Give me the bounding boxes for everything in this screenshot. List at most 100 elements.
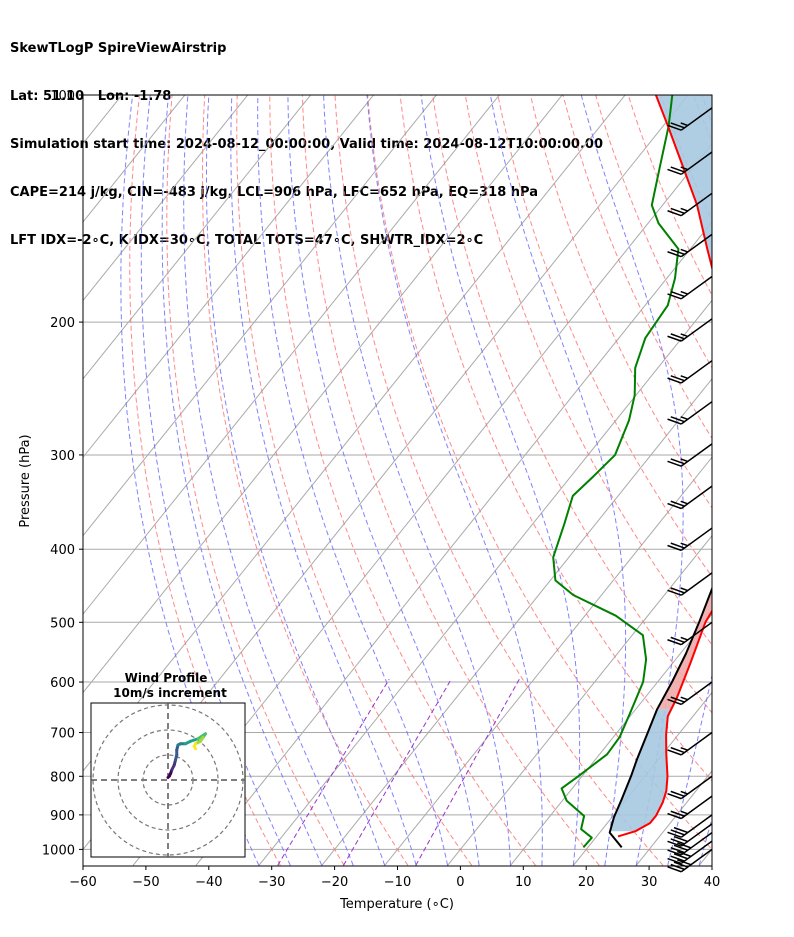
moist-adiabat	[140, 95, 291, 866]
barb-flag	[667, 589, 682, 596]
barb-flag	[667, 793, 682, 800]
dry-adiabat	[399, 95, 712, 782]
barb-shaft	[680, 443, 713, 467]
x-tick-label: 20	[578, 875, 595, 890]
barb-shaft	[680, 485, 713, 510]
wind-barb	[667, 443, 713, 467]
barb-flag	[667, 866, 682, 873]
moist-adiabat	[257, 95, 449, 866]
barb-half-flag	[680, 746, 688, 751]
wind-barb	[667, 318, 713, 342]
barb-flag	[667, 377, 682, 384]
hodograph-ring	[92, 704, 244, 856]
moist-adiabat	[731, 82, 794, 866]
wind-barb	[667, 775, 713, 800]
wind-barb	[667, 360, 713, 384]
barb-flag	[670, 416, 685, 423]
barb-shaft	[680, 823, 713, 847]
barb-flag	[676, 850, 692, 858]
barb-half-flag	[680, 636, 688, 641]
barb-flag	[670, 829, 685, 836]
barb-flag	[667, 639, 682, 646]
dry-adiabat	[497, 95, 712, 578]
x-tick-label: −10	[384, 875, 411, 890]
x-tick-label: 0	[456, 875, 464, 890]
dry-adiabat	[166, 95, 345, 866]
isotherm-line	[447, 534, 712, 866]
dry-adiabat	[752, 78, 794, 865]
barb-flag	[673, 844, 688, 851]
wind-barb	[667, 572, 713, 596]
barb-half-flag	[680, 166, 688, 171]
barb-shaft	[680, 848, 713, 873]
barb-flag	[670, 500, 685, 507]
wind-barb	[667, 401, 713, 425]
index-line: LFT IDX=-2∘C, K IDX=30∘C, TOTAL TOTS=47∘…	[10, 233, 484, 248]
y-axis: 1000 900 800 700 600 500 400 300 200 100	[42, 89, 83, 858]
barb-flag	[667, 251, 682, 258]
wind-barb	[667, 485, 713, 510]
isotherm-line	[321, 378, 712, 866]
x-tick-label: −40	[195, 875, 222, 890]
y-tick-label: 400	[50, 543, 75, 558]
dry-adiabat	[562, 95, 712, 440]
y-tick-label: 100	[50, 89, 75, 104]
dry-adiabat	[432, 95, 712, 714]
barb-flag	[670, 542, 685, 549]
wind-barb	[667, 795, 713, 820]
dry-adiabat	[660, 95, 712, 222]
cape-cin-fills	[610, 95, 712, 832]
wind-barb	[667, 107, 713, 131]
x-tick-label: −60	[69, 875, 96, 890]
barb-flag	[667, 857, 682, 865]
y-tick-label: 300	[50, 449, 75, 464]
barb-flag	[667, 749, 682, 756]
dewpoint-line	[552, 95, 680, 849]
barb-flag	[670, 855, 685, 862]
barb-flag	[670, 587, 685, 594]
moist-adiabat	[206, 95, 386, 866]
moist-adiabat	[323, 95, 511, 866]
mixing-ratio-line	[277, 679, 390, 866]
hodograph-ring	[117, 729, 219, 831]
isotherm-line	[258, 299, 712, 866]
moist-adiabat	[183, 95, 354, 866]
isotherm-line	[762, 78, 794, 865]
barb-shaft	[680, 192, 713, 217]
barb-flag	[670, 207, 685, 215]
hodograph-title: Wind Profile	[125, 671, 208, 685]
x-tick-label: 40	[704, 875, 721, 890]
moist-adiabat	[161, 95, 323, 866]
wind-barb	[667, 527, 713, 552]
hodograph-subtitle: 10m/s increment	[113, 686, 227, 700]
barb-flag	[670, 838, 685, 845]
barb-half-flag	[680, 542, 688, 547]
hodograph-content	[91, 703, 245, 857]
isotherm-line	[195, 221, 712, 866]
barb-shaft	[680, 527, 713, 551]
barb-shaft	[680, 731, 713, 756]
barb-shaft	[680, 681, 713, 705]
moist-adiabat	[366, 95, 543, 866]
dry-adiabat	[367, 95, 712, 851]
y-tick-label: 1000	[42, 843, 75, 858]
barb-shaft	[680, 831, 713, 856]
hodograph-segment	[192, 744, 197, 751]
barb-half-flag	[680, 458, 688, 463]
barb-shaft	[680, 572, 713, 596]
barb-half-flag	[680, 500, 688, 505]
barb-flag	[670, 122, 685, 129]
barb-shaft	[680, 814, 713, 838]
wind-barb	[667, 840, 713, 865]
barb-flag	[670, 248, 685, 256]
wind-barb	[667, 814, 713, 838]
barb-flag	[670, 458, 685, 465]
barb-shaft	[680, 360, 713, 384]
y-tick-label: 500	[50, 616, 75, 631]
barb-flag	[667, 502, 682, 510]
barb-flag	[670, 696, 685, 703]
hodograph-ring	[142, 754, 194, 806]
x-tick-label: −30	[258, 875, 285, 890]
barb-flag	[667, 831, 682, 838]
wind-barb	[667, 275, 713, 300]
